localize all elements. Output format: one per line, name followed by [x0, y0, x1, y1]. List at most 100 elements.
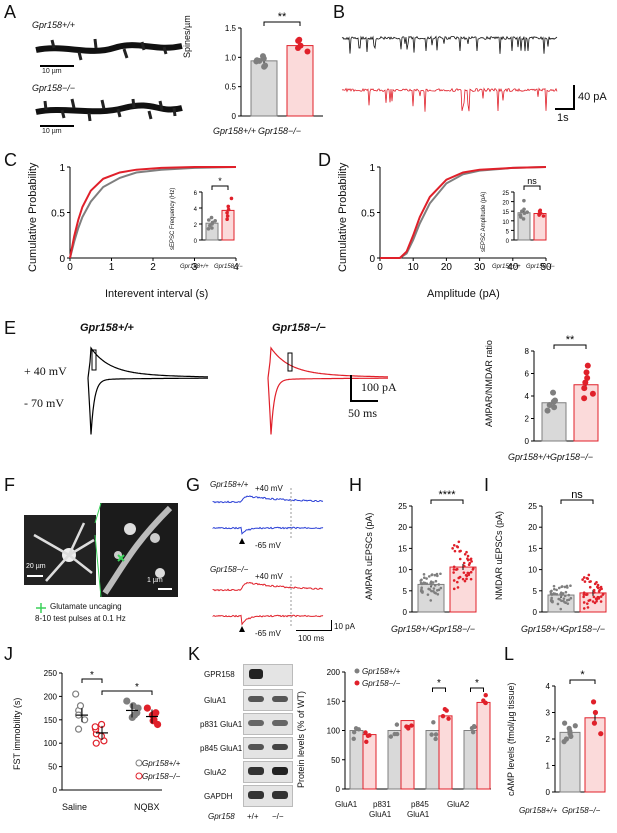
data-point: [567, 731, 573, 737]
y-tick-label: 150: [44, 716, 58, 725]
data-point: [582, 593, 586, 596]
neuron-drawing: [33, 522, 95, 582]
data-point: [427, 575, 431, 578]
data-point: [591, 720, 598, 726]
blot-gpr158: [243, 664, 293, 686]
chart-h-xlabel-wt: Gpr158+/+: [391, 624, 435, 634]
trace-e-vpos: + 40 mV: [24, 364, 67, 378]
data-point: [452, 568, 456, 571]
data-point: [463, 565, 466, 568]
data-point: [458, 557, 462, 561]
data-point: [581, 385, 588, 392]
data-point: [462, 561, 466, 565]
trace-g-ko-title: Gpr158−/−: [210, 565, 249, 574]
chart-l-camp: 0 1 2 3 4 *: [546, 669, 606, 797]
chart-d-inset-ylabel: sEPSC Amplitude (pA): [481, 191, 487, 252]
significance-bracket-nbqx: [101, 690, 153, 695]
x-tick-label: 3: [192, 262, 198, 273]
scale-bar-f-left-label: 20 µm: [26, 563, 46, 570]
significance-label-3: *: [475, 678, 479, 689]
legend-k-ko: Gpr158−/−: [362, 679, 401, 688]
y-tick-label: 0.5: [361, 209, 375, 220]
data-point: [551, 599, 554, 603]
x-tick-label: 40: [507, 262, 519, 273]
chart-e-ylabel: AMPAR/NMDAR ratio: [484, 340, 494, 427]
data-point: [427, 587, 430, 591]
scale-bar-b-vertical: [573, 85, 575, 109]
data-point: [551, 404, 558, 411]
data-point: [593, 591, 596, 594]
data-point: [434, 591, 437, 595]
chart-j-fst: 0 50 100 150 200 250 * *: [44, 669, 162, 795]
y-tick-label: 50: [331, 756, 340, 765]
y-tick-label: 2: [194, 223, 198, 229]
blot-label-2: p831 GluA1: [200, 720, 243, 729]
y-tick-label: 0: [336, 785, 341, 794]
y-tick-label: 100: [327, 727, 341, 736]
x-tick-label: 0: [377, 262, 383, 273]
data-point: [433, 732, 439, 737]
data-point: [465, 577, 468, 581]
data-point: [431, 720, 436, 725]
chart-a-xlabel-wt: Gpr158+/+: [213, 126, 257, 136]
chart-l-ylabel: cAMP levels (fmol/µg tissue): [506, 682, 516, 796]
data-point: [440, 714, 446, 719]
trace-ko-neg: [267, 377, 388, 435]
data-point: [434, 579, 438, 583]
data-point: [541, 214, 546, 218]
scale-bar-a2-label: 10 µm: [42, 128, 62, 135]
dendrite-zoom: [102, 505, 173, 595]
scale-bar-e-horizontal: [350, 400, 378, 402]
y-tick-label: 1: [546, 762, 551, 771]
legend-k-wt: Gpr158+/+: [362, 667, 401, 676]
data-point: [452, 571, 455, 574]
data-point: [210, 226, 214, 230]
y-tick-label: 0: [403, 608, 408, 617]
data-point: [595, 581, 598, 584]
data-point: [91, 723, 99, 731]
trace-ko-neg: [212, 614, 324, 626]
y-tick-label: 0: [53, 786, 58, 795]
nmda-window-ko: [287, 352, 293, 372]
data-point: [601, 593, 605, 596]
data-point: [436, 592, 440, 596]
y-tick-label: 1: [59, 163, 65, 174]
y-tick-label: 15: [528, 544, 537, 553]
data-point: [584, 375, 591, 381]
data-point: [467, 563, 471, 567]
data-point: [259, 53, 266, 60]
data-point: [432, 590, 435, 593]
y-tick-label: 100: [44, 739, 58, 748]
data-point: [522, 198, 526, 203]
data-point: [553, 592, 557, 596]
y-tick-label: 250: [44, 669, 58, 678]
data-point: [81, 716, 89, 724]
data-point: [595, 599, 598, 603]
y-tick-label: 0: [546, 788, 551, 797]
data-point: [294, 44, 301, 51]
panel-label-G: G: [186, 475, 201, 495]
data-point: [364, 739, 369, 745]
chart-d-xlabel: Amplitude (pA): [427, 288, 500, 300]
panel-label-F: F: [4, 475, 15, 495]
data-point: [123, 697, 131, 705]
data-point: [432, 587, 436, 590]
legend-j-ko: Gpr158−/−: [142, 772, 181, 781]
trace-1: [341, 87, 558, 112]
data-point: [562, 599, 565, 603]
data-point: [430, 573, 434, 576]
data-point: [419, 579, 423, 582]
data-point: [560, 591, 563, 595]
y-tick-label: 10: [528, 566, 537, 575]
data-point: [550, 389, 557, 396]
data-point: [563, 594, 567, 598]
data-point: [521, 217, 526, 221]
chart-j-xlabel-nbqx: NQBX: [134, 802, 160, 812]
y-tick-label: 1: [369, 163, 375, 174]
y-tick-label: 15: [502, 210, 509, 216]
chart-c-ylabel: Cumulative Probability: [27, 162, 39, 272]
trace-ko-pos: [267, 346, 388, 379]
series-line-1: [380, 166, 547, 259]
data-point: [422, 576, 426, 580]
y-tick-label: 50: [48, 763, 57, 772]
